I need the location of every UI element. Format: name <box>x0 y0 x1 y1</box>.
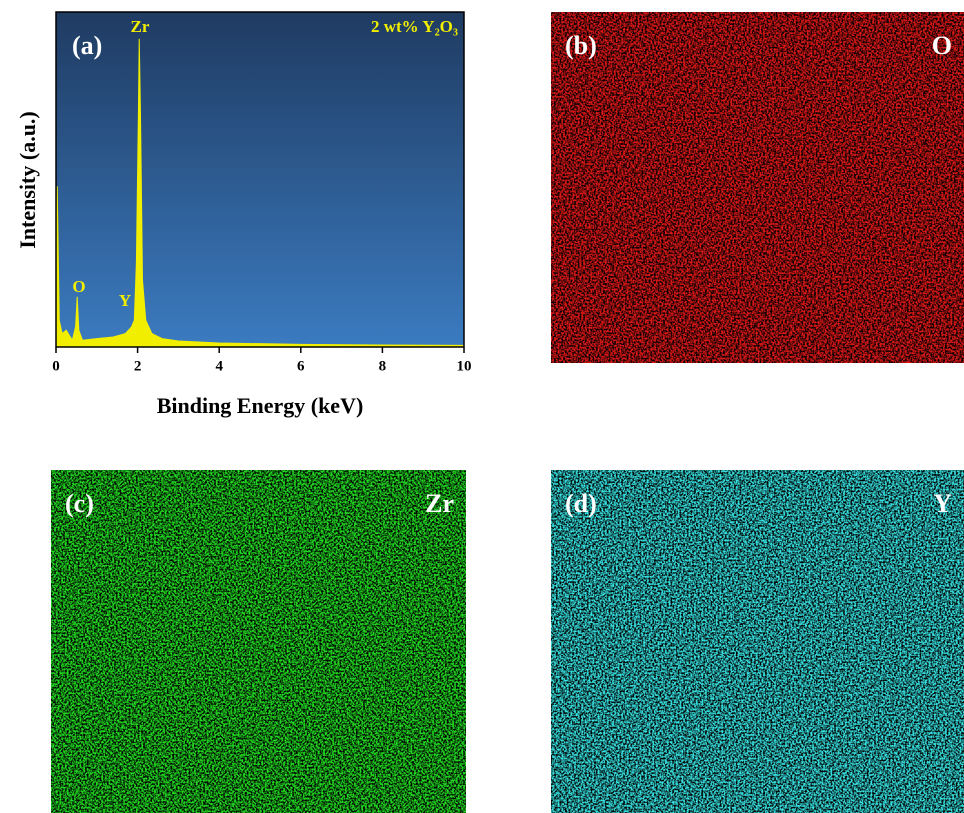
annotation: Zr <box>131 17 150 36</box>
spectrum-area <box>55 38 465 348</box>
annotation: (a) <box>72 31 102 60</box>
element-map <box>551 12 964 363</box>
panel-label: (b) <box>565 31 597 60</box>
x-tick-label: 6 <box>297 358 305 374</box>
element-label: Y <box>933 489 952 518</box>
element-map <box>551 470 964 813</box>
panel-label: (d) <box>565 489 597 518</box>
annotation: 2 wt% Y₂O₃ <box>371 17 458 36</box>
y-axis-label: Intensity (a.u.) <box>15 111 40 249</box>
annotation: Y <box>119 291 131 310</box>
element-map <box>51 470 466 813</box>
x-tick-label: 10 <box>457 358 472 374</box>
x-tick-label: 2 <box>134 358 142 374</box>
x-tick-label: 8 <box>379 358 387 374</box>
plot-background <box>56 12 464 347</box>
annotation: O <box>72 277 85 296</box>
x-tick-label: 4 <box>215 358 223 374</box>
element-label: Zr <box>425 489 454 518</box>
x-axis-label: Binding Energy (keV) <box>157 393 364 418</box>
element-label: O <box>932 31 952 60</box>
plot-frame <box>55 11 465 348</box>
x-tick-label: 0 <box>52 358 60 374</box>
panel-label: (c) <box>65 489 94 518</box>
